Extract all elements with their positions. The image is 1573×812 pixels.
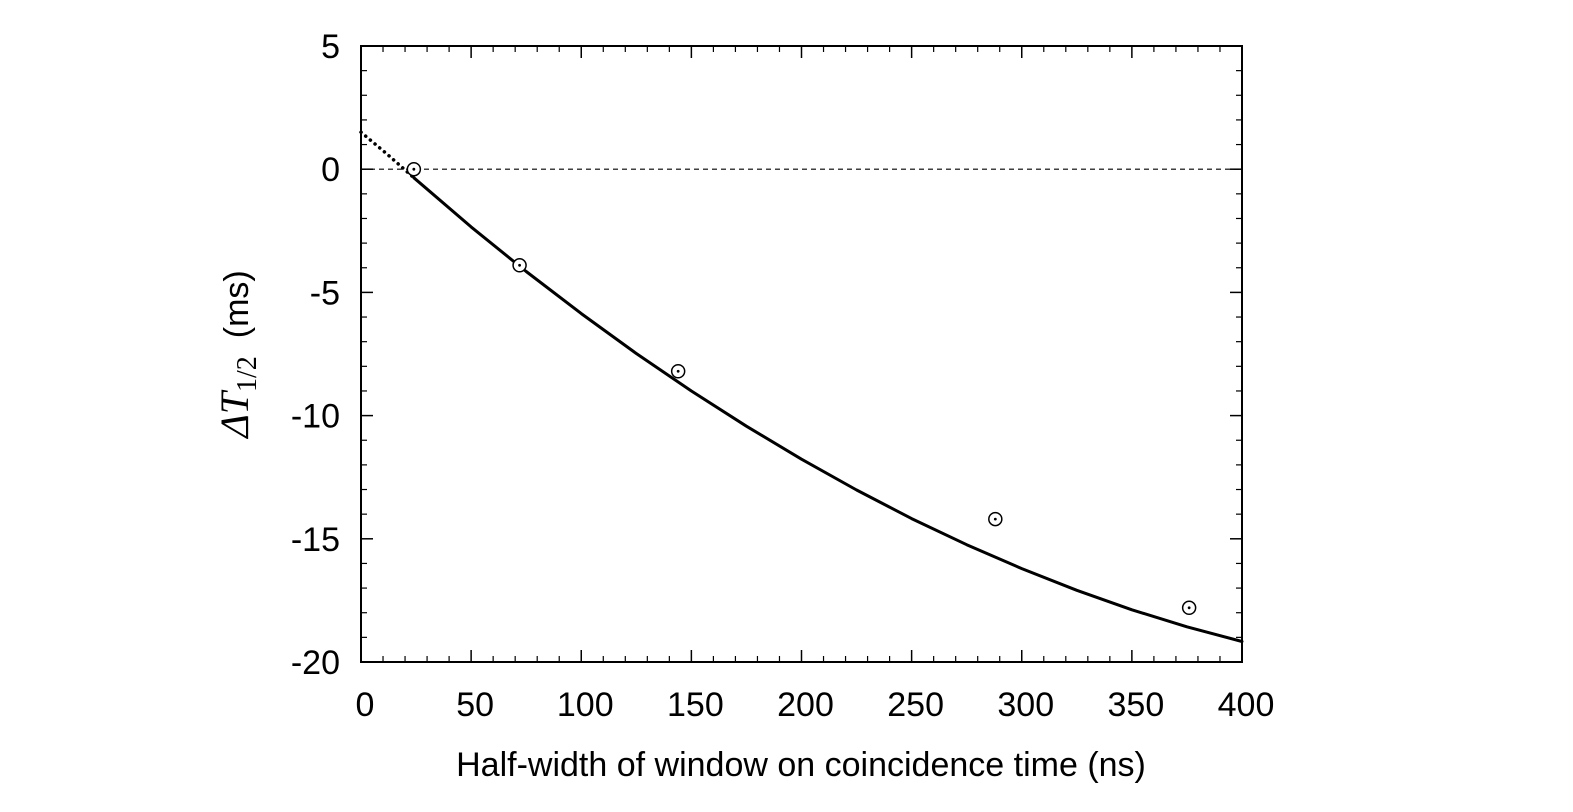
data-point [988,511,1003,527]
x-tick-label: 50 [456,686,494,724]
data-point-center [412,167,416,171]
y-tick-label: 0 [321,151,340,189]
y-axis-label-unit: (ms) [218,270,256,338]
x-tick-label: 100 [557,686,614,724]
data-points [406,161,1197,616]
y-tick-label: -15 [291,521,340,559]
x-tick-label: 0 [356,686,375,724]
x-tick-label: 250 [887,686,944,724]
minor-ticks [361,46,1242,662]
y-tick-label: 5 [321,28,340,66]
y-tick-label: -10 [291,398,340,436]
data-point [670,363,686,379]
x-tick-label: 200 [777,686,834,724]
y-tick-label: -5 [310,274,340,312]
x-tick-label: 150 [667,686,724,724]
plot-area [360,45,1243,663]
extrapolation-curve [359,130,416,180]
x-tick-label: 400 [1218,686,1275,724]
fit-curve [412,176,1244,643]
data-point [512,258,527,273]
y-axis-label: ΔT1/2 (ms) [212,270,263,439]
y-axis-label-symbol: ΔT [212,389,257,439]
plot-frame [360,45,1243,663]
y-axis-label-subscript: 1/2 [232,356,263,392]
x-axis-label: Half-width of window on coincidence time… [456,746,1146,784]
data-point-center [518,263,521,267]
y-axis: -20 -15 -10 -5 0 5 [291,28,1242,682]
x-axis: 0 50 100 150 200 250 300 350 400 [356,46,1275,724]
x-tick-label: 300 [997,686,1054,724]
data-point-center [1187,606,1191,610]
x-tick-label: 350 [1108,686,1165,724]
data-point-center [676,369,680,373]
data-point [1181,600,1197,616]
curves [359,130,1244,643]
data-point [406,161,422,177]
data-point-center [993,517,997,521]
svg-text:ΔT1/2(ms): ΔT1/2 (ms) [212,270,263,439]
y-tick-label: -20 [291,644,340,682]
